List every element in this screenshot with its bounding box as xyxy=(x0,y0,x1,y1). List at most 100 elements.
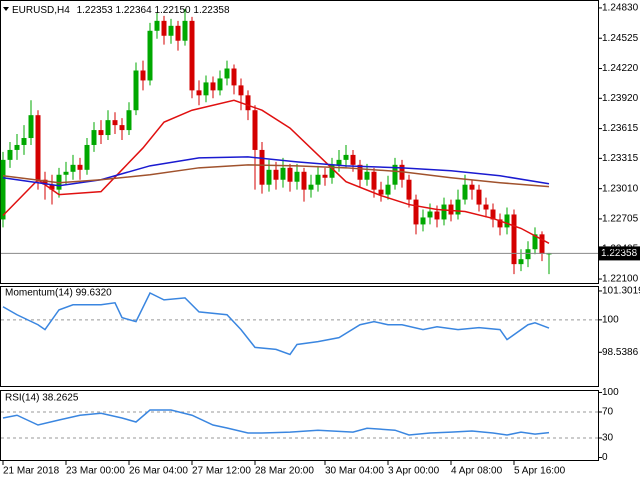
candle-body xyxy=(231,68,237,86)
candle-body xyxy=(182,20,188,41)
candle-body xyxy=(497,219,503,228)
candle-body xyxy=(14,144,20,150)
candle-body xyxy=(98,130,104,136)
candle-body xyxy=(210,82,216,91)
candle-body xyxy=(119,125,125,131)
candle-body xyxy=(259,149,265,185)
candle-body xyxy=(84,144,90,170)
candle-body xyxy=(287,167,293,182)
x-tick-label: 3 Apr 00:00 xyxy=(388,466,440,477)
candle-body xyxy=(441,204,447,220)
candle-body xyxy=(406,179,412,200)
candle-body xyxy=(448,204,454,215)
candle-body xyxy=(77,164,83,170)
candle-body xyxy=(413,199,419,225)
candle-body xyxy=(371,171,377,190)
y-tick-label: 1.23615 xyxy=(602,123,639,134)
candle-body xyxy=(126,110,132,131)
menu-arrow xyxy=(3,7,9,11)
candle-body xyxy=(280,167,286,180)
candle-body xyxy=(196,90,202,96)
candle-body xyxy=(154,20,160,31)
panel-frame xyxy=(0,0,599,284)
y-tick-label: 30 xyxy=(602,433,614,444)
panel-frame xyxy=(0,390,599,461)
x-tick-label: 5 Apr 16:00 xyxy=(514,466,566,477)
candle-body xyxy=(315,174,321,185)
candle-body xyxy=(28,115,34,139)
candle-body xyxy=(469,184,475,190)
y-tick-label: 1.23920 xyxy=(602,93,639,104)
y-tick-label: 100 xyxy=(602,387,619,398)
y-tick-label: 1.22705 xyxy=(602,214,639,225)
candle-body xyxy=(168,25,174,36)
x-tick-label: 30 Mar 04:00 xyxy=(325,466,384,477)
candle-body xyxy=(35,115,41,180)
candle-body xyxy=(91,130,97,145)
candle-body xyxy=(217,78,223,91)
panel-frame xyxy=(0,286,599,387)
x-tick-label: 21 Mar 2018 xyxy=(3,466,60,477)
candle-body xyxy=(21,138,27,145)
candle-body xyxy=(392,164,398,185)
y-tick-label: 1.23010 xyxy=(602,183,639,194)
x-tick-label: 23 Mar 00:00 xyxy=(66,466,125,477)
candle-body xyxy=(511,214,517,265)
x-tick-label: 4 Apr 08:00 xyxy=(451,466,503,477)
y-tick-label: 101.3019 xyxy=(602,286,640,297)
x-tick-label: 27 Mar 12:00 xyxy=(192,466,251,477)
moving-average xyxy=(2,99,550,244)
candle-body xyxy=(70,164,76,172)
candle-body xyxy=(434,211,440,220)
high-value: 1.22364 xyxy=(116,5,153,16)
y-tick-label: 1.24830 xyxy=(602,3,639,14)
candle-body xyxy=(329,164,335,178)
y-tick-label: 1.24220 xyxy=(602,63,639,74)
candle-body xyxy=(273,169,279,180)
y-tick-label: 98.5386 xyxy=(602,347,639,358)
candle-body xyxy=(518,259,524,265)
x-tick-label: 28 Mar 20:00 xyxy=(255,466,314,477)
candle-body xyxy=(322,174,328,178)
y-tick-label: 100 xyxy=(602,314,619,325)
low-value: 1.22150 xyxy=(154,5,191,16)
candle-body xyxy=(224,68,230,79)
symbol: EURUSD,H4 xyxy=(12,5,70,16)
rsi-title: RSI(14) 38.2625 xyxy=(5,393,79,404)
candle-body xyxy=(364,171,370,180)
price-label: 1.22358 xyxy=(601,248,638,259)
candle-body xyxy=(378,189,384,195)
candle-body xyxy=(147,30,153,81)
candle-body xyxy=(476,189,482,205)
candle-body xyxy=(532,234,538,250)
indicator-line xyxy=(2,291,550,356)
candle-body xyxy=(175,25,181,41)
momentum-title: Momentum(14) 99.6320 xyxy=(5,288,112,299)
candle-body xyxy=(357,164,363,180)
open-value: 1.22353 xyxy=(77,5,114,16)
candle-body xyxy=(203,82,209,96)
candle-body xyxy=(140,70,146,81)
candle-body xyxy=(490,209,496,220)
candle-body xyxy=(539,234,545,254)
candle-body xyxy=(252,110,258,150)
y-tick-label: 0 xyxy=(602,452,608,463)
candle-body xyxy=(294,171,300,182)
candle-body xyxy=(7,149,13,160)
candle-body xyxy=(455,199,461,215)
chart-header: EURUSD,H4 1.22353 1.22364 1.22150 1.2235… xyxy=(12,5,230,16)
candle-body xyxy=(105,120,111,136)
candle-body xyxy=(112,120,118,126)
candle-body xyxy=(63,171,69,175)
candle-body xyxy=(427,211,433,218)
moving-average xyxy=(2,164,550,188)
price-box xyxy=(598,246,640,261)
candle-body xyxy=(525,249,531,260)
candle-body xyxy=(245,95,251,111)
candle-body xyxy=(238,85,244,96)
candle-body xyxy=(420,217,426,225)
close-value: 1.22358 xyxy=(193,5,230,16)
y-tick-label: 1.24525 xyxy=(602,33,639,44)
y-tick-label: 1.23315 xyxy=(602,153,639,164)
candle-body xyxy=(301,171,307,190)
